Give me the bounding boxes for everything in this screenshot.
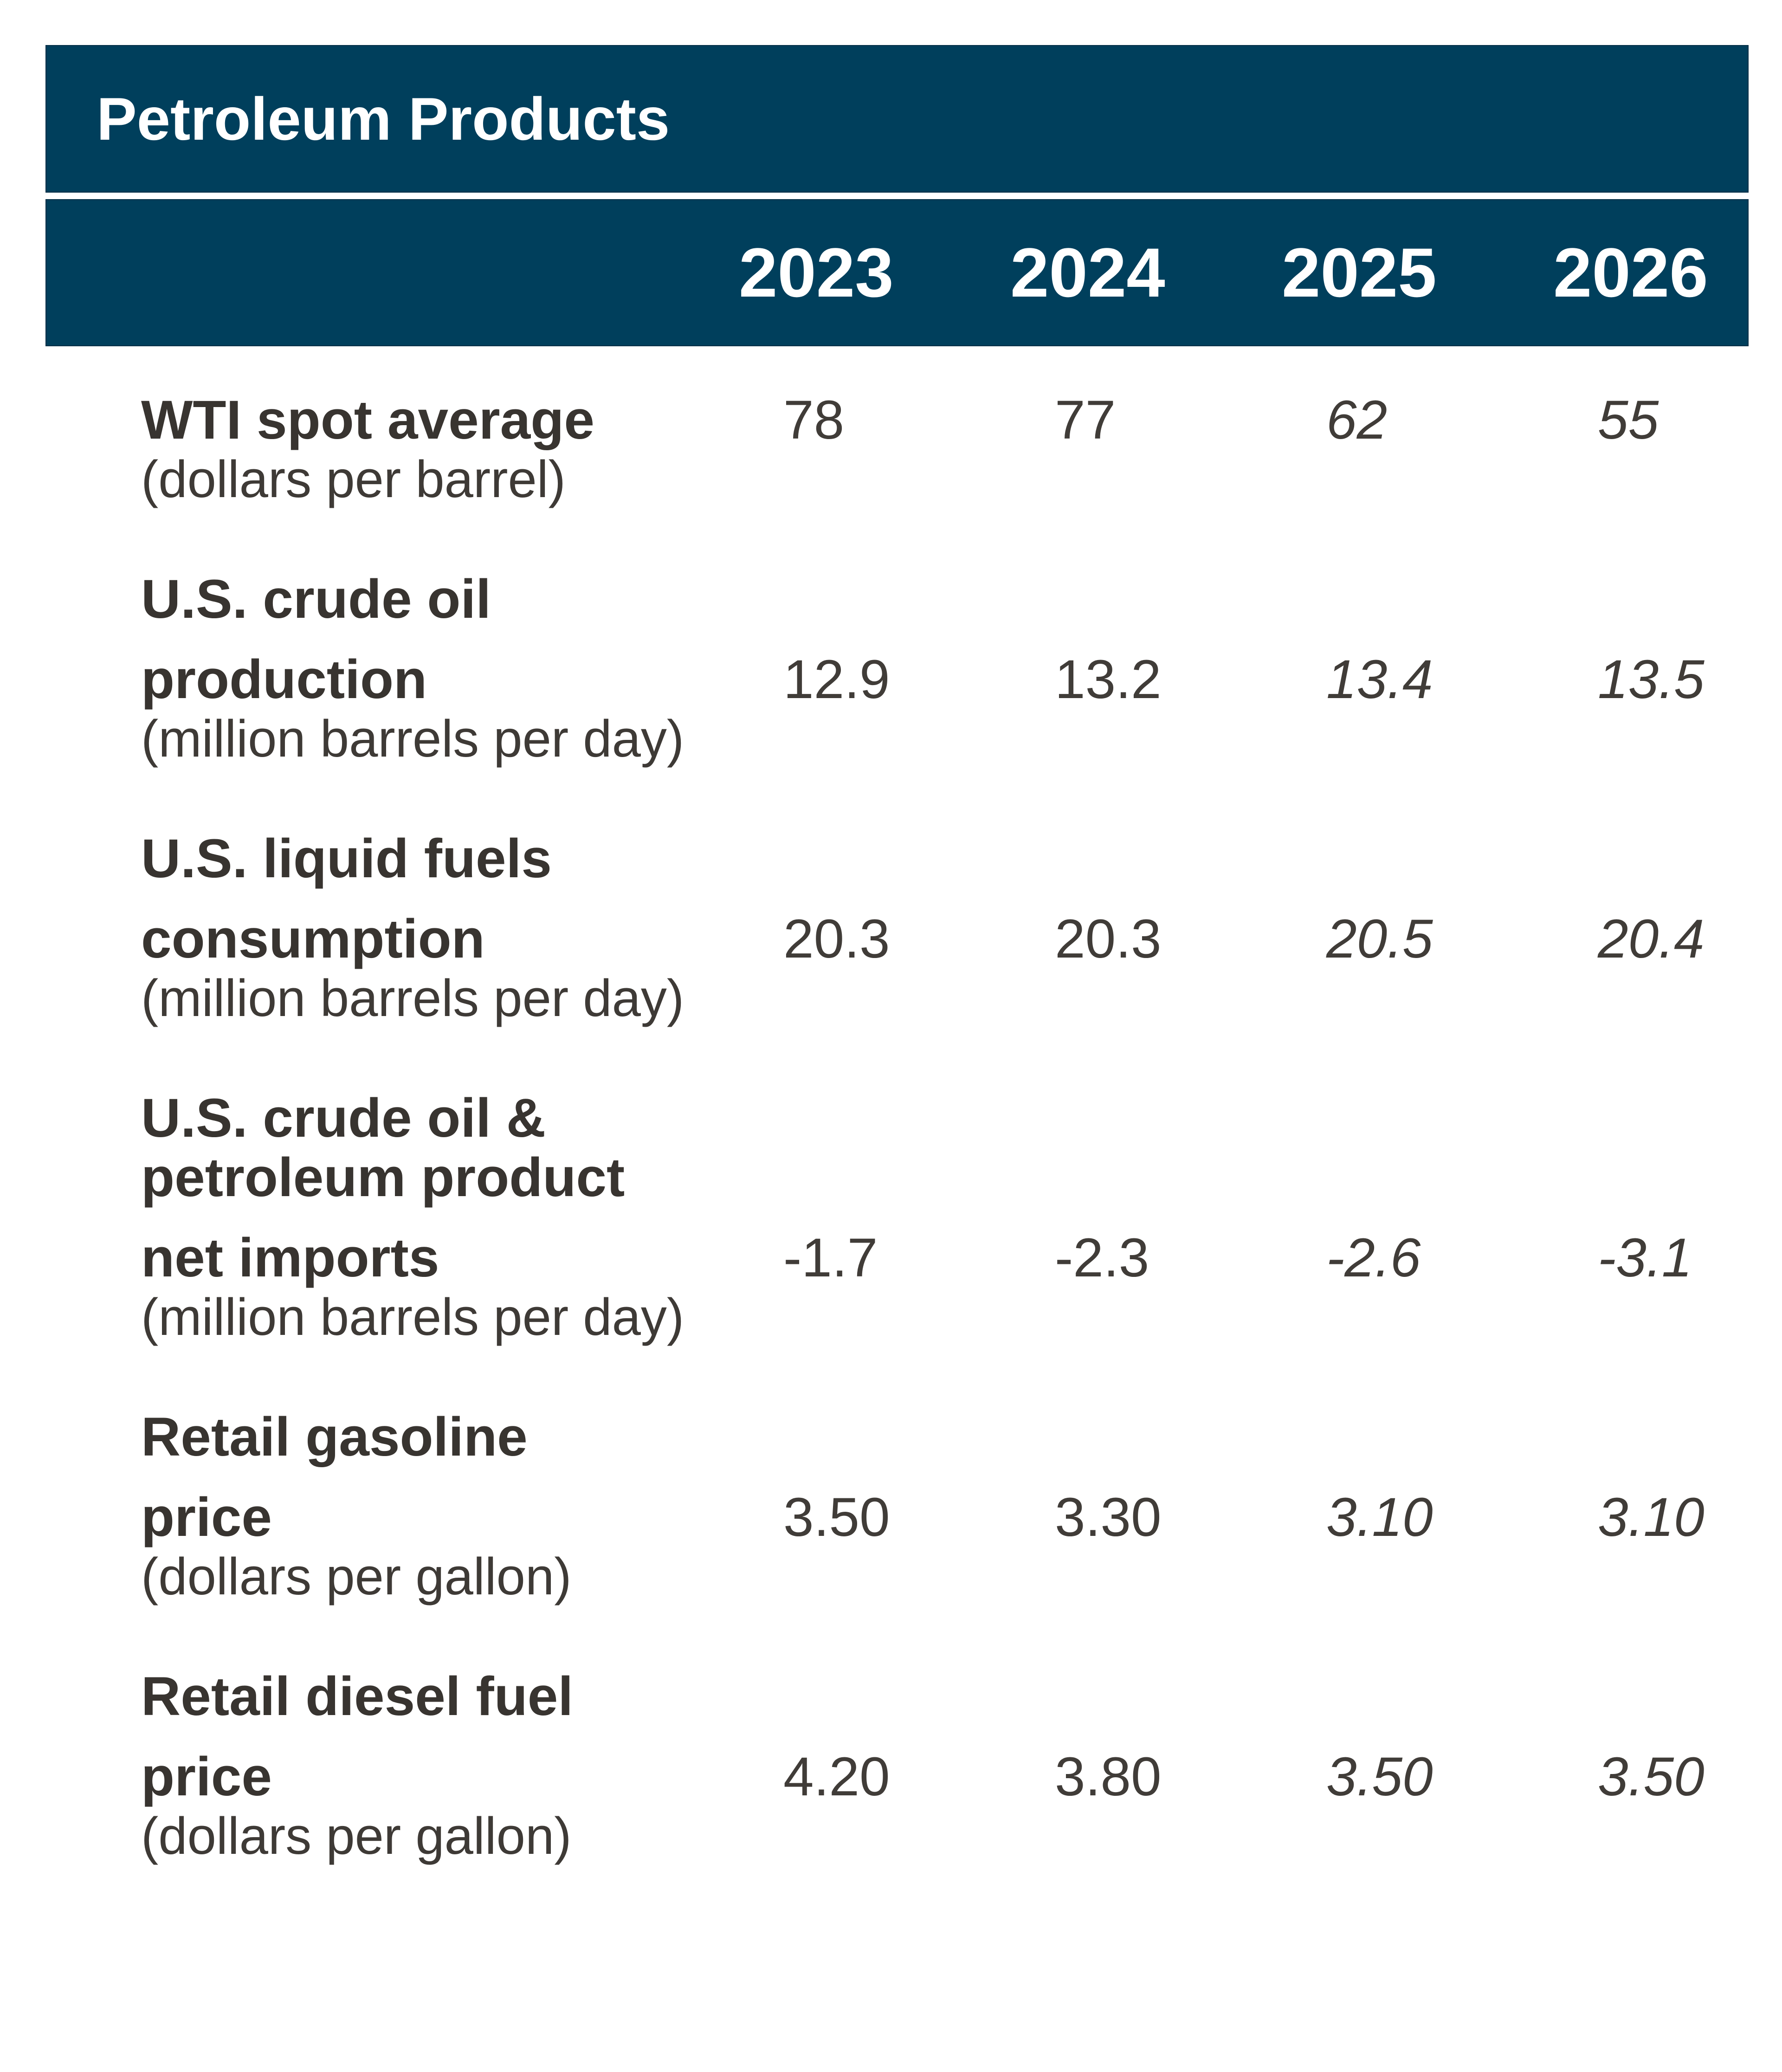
row-label-name: production xyxy=(141,649,427,710)
value-2023: 4.20 xyxy=(783,1746,890,1807)
value-2024: 3.30 xyxy=(1055,1487,1162,1548)
value-2023: 3.50 xyxy=(783,1487,890,1548)
row-label-units: (million barrels per day) xyxy=(141,1288,684,1346)
row-label-name: price xyxy=(141,1487,272,1548)
table-row: WTI spot average 78 77 62 55 (dollars per bar… xyxy=(141,390,1782,509)
row-label-units: (million barrels per day) xyxy=(141,710,684,768)
year-header-row: 2023 2024 2025 2026 xyxy=(45,199,1749,346)
row-label-lead: U.S. liquid fuels xyxy=(141,828,552,889)
value-2025: -2.6 xyxy=(1326,1227,1421,1289)
value-2026: 3.10 xyxy=(1598,1487,1705,1548)
value-2026: -3.1 xyxy=(1598,1227,1692,1289)
value-2023: -1.7 xyxy=(783,1227,878,1289)
value-2024: 3.80 xyxy=(1055,1746,1162,1807)
value-2023: 20.3 xyxy=(783,908,890,970)
row-label-name: net imports xyxy=(141,1227,439,1289)
value-2023: 78 xyxy=(783,389,845,451)
value-2026: 55 xyxy=(1598,389,1659,451)
row-label-units: (dollars per gallon) xyxy=(141,1807,572,1865)
table-row: U.S. crude oil & petroleum product net im… xyxy=(141,1088,1782,1347)
table-body: WTI spot average 78 77 62 55 (dollars per bar… xyxy=(141,346,1782,1866)
value-2026: 20.4 xyxy=(1598,908,1705,970)
value-2024: 13.2 xyxy=(1055,649,1162,710)
table-row: U.S. crude oil production 12.9 13.2 13.4 13.5… xyxy=(141,570,1782,769)
value-2024: 20.3 xyxy=(1055,908,1162,970)
value-2024: -2.3 xyxy=(1055,1227,1149,1289)
row-label-name: price xyxy=(141,1746,272,1807)
value-2023: 12.9 xyxy=(783,649,890,710)
row-label-units: (million barrels per day) xyxy=(141,969,684,1027)
value-2025: 3.10 xyxy=(1326,1487,1433,1548)
row-label-units: (dollars per gallon) xyxy=(141,1548,572,1606)
table-row: U.S. liquid fuels consumption 20.3 20.3 20.5… xyxy=(141,829,1782,1028)
table-title-bar: Petroleum Products xyxy=(45,45,1749,193)
value-2026: 13.5 xyxy=(1598,649,1705,710)
year-header-2024: 2024 xyxy=(1010,233,1165,311)
value-2025: 3.50 xyxy=(1326,1746,1433,1807)
table-row: Retail diesel fuel price 4.20 3.80 3.50 3.50 (… xyxy=(141,1667,1782,1866)
page: Petroleum Products 2023 2024 2025 2026 W… xyxy=(0,45,1782,2072)
year-header-grid: 2023 2024 2025 2026 xyxy=(97,233,1748,313)
row-label-lead: Retail gasoline xyxy=(141,1406,528,1468)
table-title: Petroleum Products xyxy=(97,85,670,153)
row-label-lead: Retail diesel fuel xyxy=(141,1666,574,1727)
value-2025: 13.4 xyxy=(1326,649,1433,710)
value-2026: 3.50 xyxy=(1598,1746,1705,1807)
row-label-lead: U.S. crude oil & petroleum product xyxy=(141,1088,625,1208)
table-row: Retail gasoline price 3.50 3.30 3.10 3.10 (dol… xyxy=(141,1407,1782,1606)
year-header-2023: 2023 xyxy=(739,233,894,311)
value-2025: 62 xyxy=(1326,389,1388,451)
table-container: Petroleum Products 2023 2024 2025 2026 W… xyxy=(45,45,1749,1866)
year-header-2026: 2026 xyxy=(1553,233,1708,311)
year-header-2025: 2025 xyxy=(1282,233,1437,311)
year-header-spacer xyxy=(97,233,739,313)
value-2024: 77 xyxy=(1055,389,1116,451)
row-label-name: consumption xyxy=(141,908,485,970)
row-label-units: (dollars per barrel) xyxy=(141,450,566,508)
row-label-lead: U.S. crude oil xyxy=(141,569,491,630)
row-label-name: WTI spot average xyxy=(141,389,595,451)
value-2025: 20.5 xyxy=(1326,908,1433,970)
